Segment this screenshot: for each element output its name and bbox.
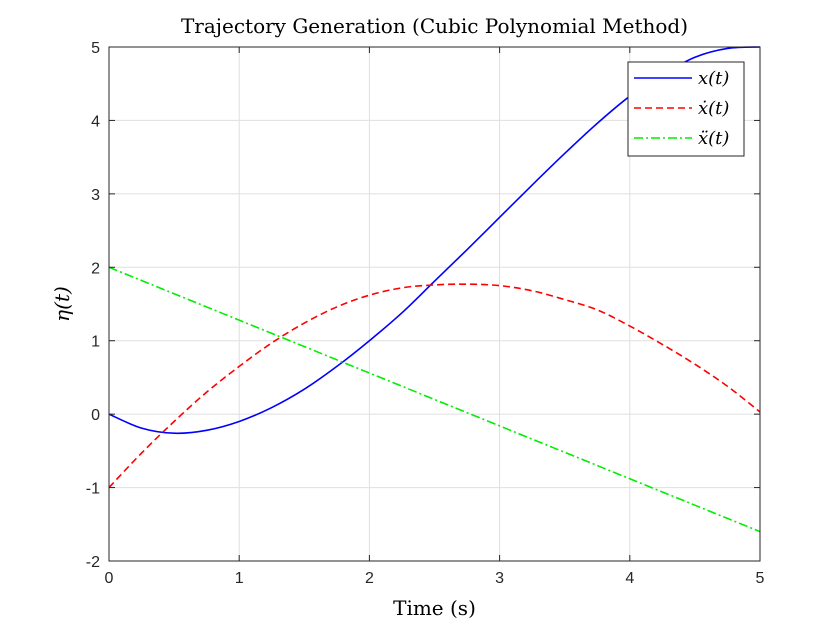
x-tick-label: 4 [625,570,634,587]
x-tick-label: 5 [756,570,765,587]
legend-label-2: ẋ(t) [698,98,729,119]
x-axis-label: Time (s) [393,596,476,620]
ticks [108,46,761,562]
series-line-3 [108,266,761,533]
y-tick-label: 2 [91,260,100,277]
legend: x(t) ẋ(t) ẍ(t) [627,61,745,157]
y-tick-label: 4 [91,113,100,130]
x-tick-label: 0 [105,570,114,587]
x-tick-label: 3 [495,570,504,587]
tick-labels: 0 1 2 3 4 5 -2 -1 0 1 2 3 4 5 [86,40,765,587]
x-tick-label: 2 [365,570,374,587]
y-axis-label: η(t) [50,286,74,322]
legend-label-3: ẍ(t) [698,128,729,149]
legend-label-1: x(t) [698,68,729,89]
x-tick-label: 1 [235,570,244,587]
y-tick-label: -1 [86,481,100,498]
series-line-2 [108,283,761,489]
plot-frame [108,46,761,562]
y-tick-label: 5 [91,40,100,57]
y-tick-label: 1 [91,334,100,351]
chart-title: Trajectory Generation (Cubic Polynomial … [181,14,688,38]
y-tick-label: 0 [91,407,100,424]
y-tick-label: -2 [86,554,100,571]
y-tick-label: 3 [91,187,100,204]
